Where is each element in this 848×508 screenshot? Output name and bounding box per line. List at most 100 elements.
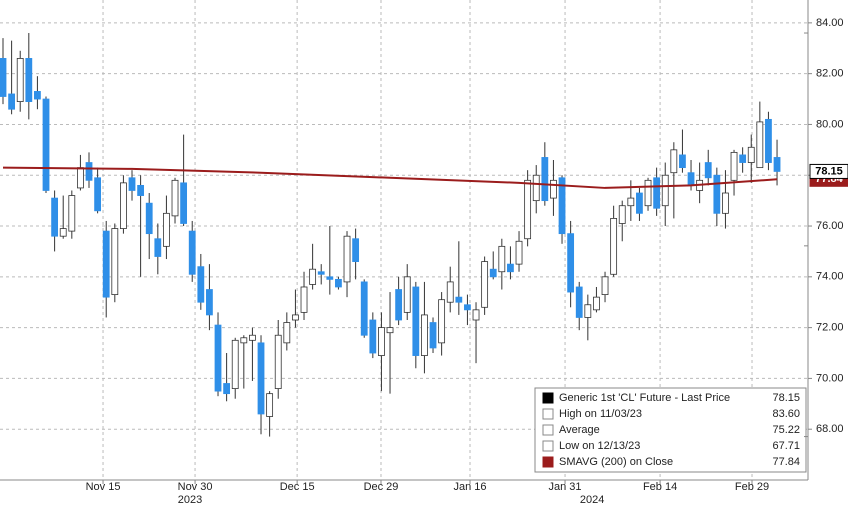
- legend-value: 78.15: [772, 392, 800, 404]
- candle-body: [16, 58, 24, 102]
- candle-body: [25, 58, 33, 102]
- legend-value: 77.84: [772, 456, 800, 468]
- y-tick-label: 84.00: [816, 17, 844, 29]
- candle-body: [120, 182, 127, 229]
- candle-body: [661, 174, 669, 207]
- candle-body: [730, 151, 738, 181]
- candle-body: [145, 202, 153, 235]
- legend-box: [534, 387, 807, 473]
- candle-body: [558, 177, 566, 235]
- candle-body: [326, 276, 334, 280]
- candle-body: [627, 197, 635, 207]
- x-tick-label: Feb 29: [735, 481, 769, 493]
- candle-body: [249, 334, 256, 341]
- legend-swatch: [542, 440, 554, 452]
- candle-body: [223, 383, 231, 395]
- candle-body: [438, 299, 446, 344]
- price-tag-label: 78.15: [815, 165, 843, 177]
- candle-body: [739, 154, 747, 163]
- candle-body: [137, 184, 145, 196]
- candle-body: [593, 296, 600, 311]
- candle-body: [274, 334, 282, 389]
- x-tick-label: Nov 30: [178, 481, 213, 493]
- candle-body: [524, 179, 532, 240]
- candle-body: [704, 162, 712, 179]
- candle-body: [206, 289, 213, 316]
- y-tick-label: 68.00: [816, 423, 844, 435]
- x-tick-label: Jan 16: [453, 481, 486, 493]
- candle-body: [102, 230, 110, 298]
- legend-value: 67.71: [772, 440, 800, 452]
- candle-body: [713, 174, 721, 214]
- candle-body: [292, 314, 299, 321]
- legend-label: High on 11/03/23: [559, 408, 642, 420]
- candle-body: [618, 205, 626, 224]
- y-tick-label: 82.00: [816, 68, 844, 80]
- candle-body: [765, 118, 772, 163]
- candle-body: [403, 276, 411, 313]
- candle-body: [429, 322, 437, 349]
- candle-body: [386, 327, 394, 334]
- candle-body: [171, 179, 179, 217]
- legend-swatch: [542, 408, 554, 420]
- candle-body: [722, 192, 729, 214]
- candle-body: [42, 98, 50, 191]
- candle-body: [610, 218, 618, 275]
- y-tick-label: 70.00: [816, 372, 844, 384]
- candle-body: [515, 240, 523, 265]
- candle-body: [111, 228, 119, 296]
- candle-body: [94, 177, 102, 212]
- year-label: 2024: [580, 494, 604, 506]
- candle-body: [257, 342, 265, 415]
- price-tag: [809, 163, 848, 179]
- candle-body: [188, 230, 196, 275]
- legend-value: 75.22: [772, 424, 800, 436]
- legend-swatch: [542, 456, 554, 468]
- candle-body: [300, 286, 308, 313]
- candle-body: [34, 91, 41, 100]
- candle-body: [59, 228, 67, 237]
- candle-body: [455, 296, 463, 303]
- candle-body: [266, 393, 274, 417]
- x-tick-label: Nov 15: [86, 481, 121, 493]
- candle-body: [575, 286, 583, 318]
- candle-body: [360, 281, 368, 336]
- candle-body: [464, 304, 471, 311]
- y-tick-label: 74.00: [816, 271, 844, 283]
- candle-body: [352, 238, 360, 262]
- y-tick-label: 72.00: [816, 322, 844, 334]
- candle-body: [197, 266, 205, 303]
- candle-body: [541, 157, 549, 202]
- candle-body: [378, 327, 385, 356]
- candle-body: [472, 309, 480, 321]
- y-tick-label: 76.00: [816, 220, 844, 232]
- candle-body: [283, 322, 291, 344]
- candle-body: [532, 174, 540, 202]
- candle-body: [317, 271, 325, 275]
- x-tick-label: Dec 29: [364, 481, 399, 493]
- candle-body: [214, 324, 222, 392]
- candle-body: [601, 276, 609, 296]
- legend-label: SMAVG (200) on Close: [559, 456, 673, 468]
- candle-body: [644, 179, 652, 207]
- candle-body: [653, 177, 661, 209]
- candle-body: [309, 268, 317, 285]
- x-tick-label: Jan 31: [549, 481, 582, 493]
- candle-body: [51, 197, 59, 237]
- candle-body: [489, 268, 497, 278]
- candle-body: [369, 319, 377, 354]
- candle-body: [756, 121, 764, 169]
- candle-body: [412, 286, 420, 356]
- candle-body: [670, 149, 678, 174]
- candle-body: [231, 339, 239, 389]
- x-tick-label: Feb 14: [643, 481, 677, 493]
- candle-body: [128, 177, 136, 191]
- legend-label: Low on 12/13/23: [559, 440, 640, 452]
- candle-body: [395, 289, 403, 321]
- legend-label: Average: [559, 424, 600, 436]
- candle-body: [584, 304, 592, 318]
- candle-body: [747, 146, 755, 163]
- candle-body: [163, 212, 170, 247]
- candle-body: [550, 179, 557, 199]
